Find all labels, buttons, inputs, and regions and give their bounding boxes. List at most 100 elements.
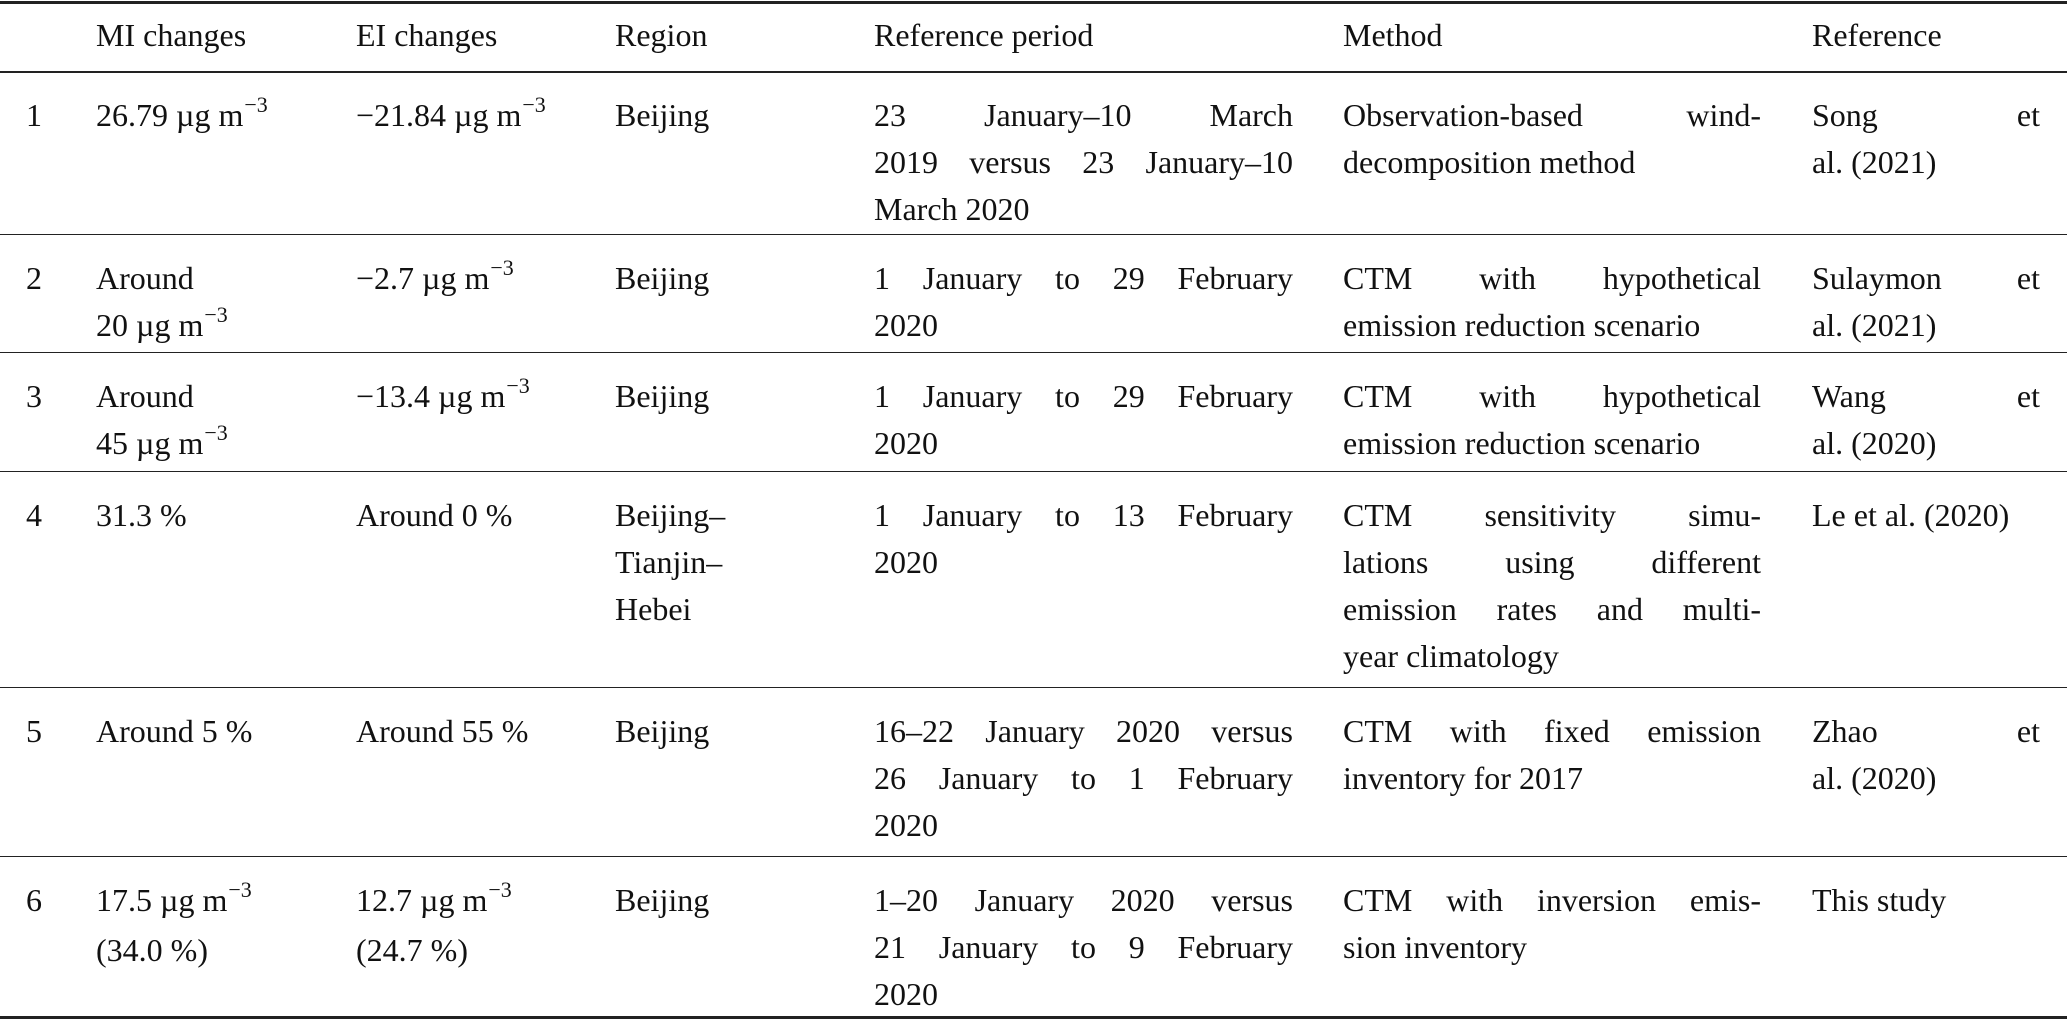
cell-line: emission rates and multi- [1343, 586, 1761, 633]
cell-line: Around 0 % [356, 492, 606, 539]
cell-line: 1 January to 29 February [874, 255, 1293, 302]
table-row: 4 31.3 % Around 0 % Beijing– Tianjin– Hebei 1 … [0, 472, 2067, 688]
cell-line: 2020 [874, 971, 1293, 1018]
cell-text: 4 [26, 497, 42, 533]
cell-text: 45 µg m [96, 425, 204, 461]
unit-exponent: −3 [244, 92, 268, 117]
column-header-ei-changes: EI changes [356, 17, 498, 53]
cell-text: Beijing– [615, 497, 726, 533]
cell-text: al. (2020) [1812, 760, 1937, 796]
cell-text: CTM with hypothetical [1343, 260, 1761, 296]
cell-region: Beijing [615, 708, 865, 755]
cell-reference-period: 23 January–10 March 2019 versus 23 Januar… [874, 92, 1293, 233]
cell-ei-changes: 12.7 µg m−3 (24.7 %) [356, 877, 606, 974]
cell-text: 2020 [874, 976, 938, 1012]
cell-line: Around [96, 255, 346, 302]
cell-text: 2020 [874, 807, 938, 843]
row-divider [0, 471, 2067, 472]
cell-reference: Le et al. (2020) [1812, 492, 2040, 539]
cell-line: Beijing [615, 255, 865, 302]
cell-text: 20 µg m [96, 307, 204, 343]
cell-text: March 2020 [874, 191, 1030, 227]
cell-line: March 2020 [874, 186, 1293, 233]
cell-method: CTM with hypothetical emission reduction … [1343, 255, 1761, 349]
cell-text: 26 January to 1 February [874, 760, 1293, 796]
unit-exponent: −3 [522, 92, 546, 117]
table-row: 3 Around 45 µg m−3 −13.4 µg m−3 Beijing 1 Jan… [0, 353, 2067, 472]
cell-text: 5 [26, 713, 42, 749]
cell-text: CTM sensitivity simu- [1343, 497, 1761, 533]
cell-line: inventory for 2017 [1343, 755, 1761, 802]
cell-line: CTM sensitivity simu- [1343, 492, 1761, 539]
cell-text: 17.5 µg m [96, 882, 228, 918]
cell-line: 21 January to 9 February [874, 924, 1293, 971]
cell-line: −2.7 µg m−3 [356, 255, 606, 305]
column-header-reference-period: Reference period [874, 17, 1094, 53]
cell-index: 6 [26, 877, 86, 924]
cell-text: sion inventory [1343, 929, 1527, 965]
table-row: 6 17.5 µg m−3 (34.0 %) 12.7 µg m−3 (24.7 %) B… [0, 857, 2067, 1019]
cell-line: 6 [26, 877, 86, 924]
table-top-rule [0, 1, 2067, 4]
cell-line: al. (2020) [1812, 755, 2040, 802]
cell-index: 3 [26, 373, 86, 420]
cell-text: Le et al. (2020) [1812, 497, 2010, 533]
cell-text: Around 5 % [96, 713, 253, 749]
unit-exponent: −3 [204, 302, 228, 327]
cell-text: decomposition method [1343, 144, 1636, 180]
cell-text: year climatology [1343, 638, 1559, 674]
cell-line: 4 [26, 492, 86, 539]
cell-text: CTM with hypothetical [1343, 378, 1761, 414]
unit-exponent: −3 [488, 877, 512, 902]
cell-line: 45 µg m−3 [96, 420, 346, 470]
cell-mi-changes: 26.79 µg m−3 [96, 92, 346, 142]
cell-reference-period: 1 January to 29 February 2020 [874, 255, 1293, 349]
cell-text: emission rates and multi- [1343, 591, 1761, 627]
cell-text: 16–22 January 2020 versus [874, 713, 1293, 749]
cell-line: Around 5 % [96, 708, 346, 755]
cell-text: emission reduction scenario [1343, 425, 1701, 461]
cell-reference: Wang et al. (2020) [1812, 373, 2040, 467]
cell-method: CTM with hypothetical emission reduction … [1343, 373, 1761, 467]
cell-line: 1 January to 13 February [874, 492, 1293, 539]
cell-line: Beijing– [615, 492, 865, 539]
cell-line: Wang et [1812, 373, 2040, 420]
table-bottom-rule [0, 1016, 2067, 1019]
cell-text: 31.3 % [96, 497, 187, 533]
cell-region: Beijing [615, 373, 865, 420]
cell-text: −21.84 µg m [356, 97, 522, 133]
cell-line: decomposition method [1343, 139, 1761, 186]
unit-exponent: −3 [506, 373, 530, 398]
cell-text: 21 January to 9 February [874, 929, 1293, 965]
cell-line: al. (2021) [1812, 139, 2040, 186]
cell-line: 1 January to 29 February [874, 373, 1293, 420]
cell-line: 2019 versus 23 January–10 [874, 139, 1293, 186]
cell-region: Beijing [615, 255, 865, 302]
cell-line: Observation-based wind- [1343, 92, 1761, 139]
cell-method: CTM with inversion emis-sion inventory [1343, 877, 1761, 971]
cell-line: al. (2021) [1812, 302, 2040, 349]
cell-reference: Song et al. (2021) [1812, 92, 2040, 186]
cell-text: inventory for 2017 [1343, 760, 1583, 796]
cell-text: 2020 [874, 307, 938, 343]
cell-line: (24.7 %) [356, 927, 606, 974]
cell-text: Beijing [615, 378, 710, 414]
table-row: 2 Around 20 µg m−3 −2.7 µg m−3 Beijing 1 Janu… [0, 235, 2067, 353]
cell-region: Beijing [615, 877, 865, 924]
cell-line: Zhao et [1812, 708, 2040, 755]
cell-line: −13.4 µg m−3 [356, 373, 606, 423]
cell-reference: Sulaymon et al. (2021) [1812, 255, 2040, 349]
cell-line: This study [1812, 877, 2040, 924]
cell-index: 5 [26, 708, 86, 755]
row-divider [0, 234, 2067, 235]
table-row: 5 Around 5 % Around 55 % Beijing 16–22 Janua… [0, 688, 2067, 857]
cell-method: CTM sensitivity simu-lations using diffe… [1343, 492, 1761, 680]
cell-text: 2 [26, 260, 42, 296]
cell-line: (34.0 %) [96, 927, 346, 974]
cell-line: Beijing [615, 708, 865, 755]
cell-text: CTM with fixed emission [1343, 713, 1761, 749]
cell-text: 2020 [874, 544, 938, 580]
cell-line: Hebei [615, 586, 865, 633]
cell-text: al. (2020) [1812, 425, 1937, 461]
cell-text: Hebei [615, 591, 692, 627]
